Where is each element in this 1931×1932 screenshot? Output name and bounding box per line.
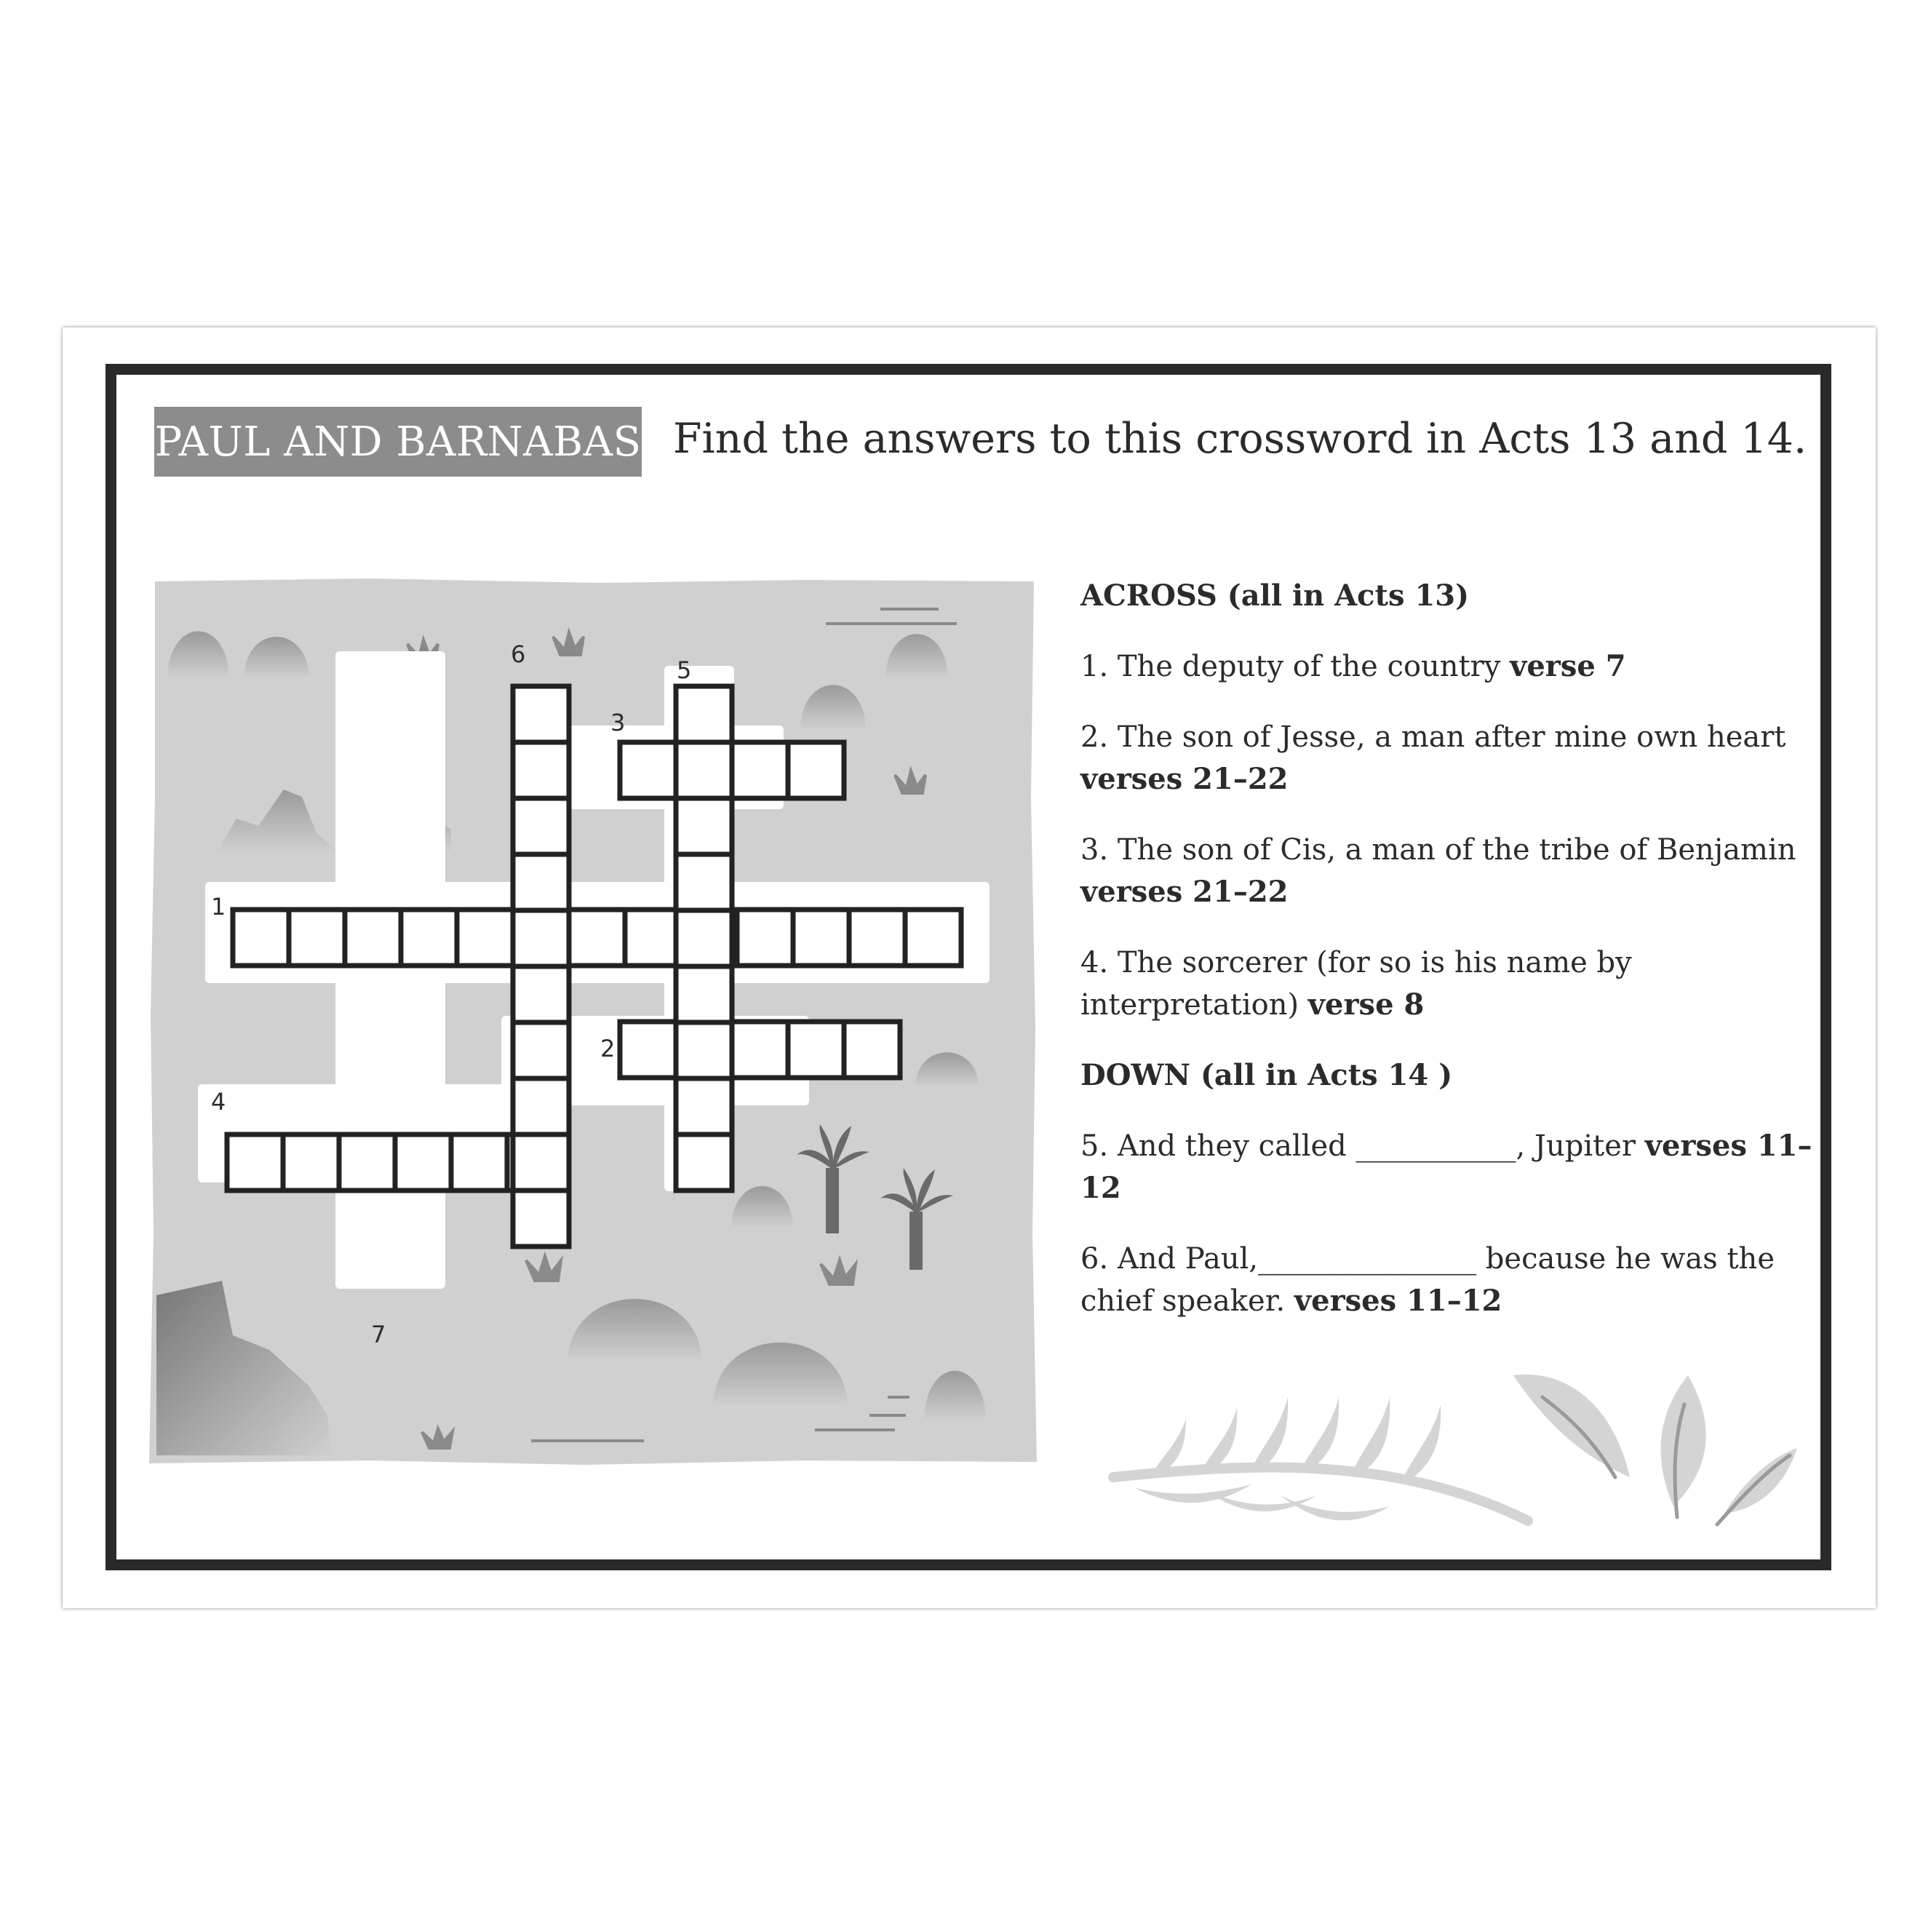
crossword-cell[interactable] xyxy=(510,1076,572,1137)
crossword-cell[interactable] xyxy=(617,1019,679,1081)
leaf-decoration xyxy=(1106,1368,1804,1543)
crossword-cell[interactable] xyxy=(510,907,572,969)
crossword-cell[interactable] xyxy=(454,907,516,969)
hills-decoration xyxy=(167,631,986,1423)
across-clue-2: 2. The son of Jesse, a man after mine ow… xyxy=(1080,716,1815,800)
clue-numbers: 1 2 3 4 5 6 7 xyxy=(211,640,691,1348)
clue-ref: verse 7 xyxy=(1510,649,1626,683)
clue-number-1: 1 xyxy=(211,893,226,921)
crossword-cell[interactable] xyxy=(224,1132,286,1193)
crossword-cell[interactable] xyxy=(510,739,572,801)
clue-text: 5. And they called ___________, Jupiter xyxy=(1080,1129,1645,1163)
crossword-cell[interactable] xyxy=(336,1132,398,1193)
crossword-cell[interactable] xyxy=(342,907,404,969)
across-heading: ACROSS (all in Acts 13) xyxy=(1080,579,1470,613)
rock-decoration xyxy=(156,1281,331,1455)
crossword-cell[interactable] xyxy=(673,963,735,1025)
clue-number-7: 7 xyxy=(371,1321,386,1348)
crossword-cell[interactable] xyxy=(286,907,348,969)
crossword-cell[interactable] xyxy=(510,1188,572,1249)
crossword-cell[interactable] xyxy=(510,851,572,913)
clue-number-5: 5 xyxy=(677,656,691,684)
crossword-cell[interactable] xyxy=(734,907,796,969)
across-clue-3: 3. The son of Cis, a man of the tribe of… xyxy=(1080,829,1815,913)
clues-panel: ACROSS (all in Acts 13) 1. The deputy of… xyxy=(1080,575,1815,1351)
crossword-scene: 1 2 3 4 5 6 7 xyxy=(149,579,1037,1465)
crossword-cell[interactable] xyxy=(398,907,460,969)
crossword-cell[interactable] xyxy=(673,1076,735,1137)
crossword-cell[interactable] xyxy=(510,795,572,857)
crossword-cell[interactable] xyxy=(673,683,735,745)
clue-ref: verse 8 xyxy=(1307,987,1425,1022)
clue-number-6: 6 xyxy=(511,640,525,668)
crossword-grid xyxy=(224,683,964,1249)
crossword-cell[interactable] xyxy=(673,1019,735,1081)
crossword-cell[interactable] xyxy=(673,1132,735,1193)
crossword-cell[interactable] xyxy=(280,1132,342,1193)
tree-decoration xyxy=(797,1124,953,1270)
down-heading: DOWN (all in Acts 14 ) xyxy=(1080,1058,1453,1092)
crossword-cell[interactable] xyxy=(841,1019,903,1081)
across-clue-4: 4. The sorcerer (for so is his name by i… xyxy=(1080,942,1815,1026)
crossword-cell[interactable] xyxy=(846,907,908,969)
crossword-cell[interactable] xyxy=(673,739,735,801)
crossword-cell[interactable] xyxy=(510,1019,572,1081)
clue-text: 2. The son of Jesse, a man after mine ow… xyxy=(1080,720,1786,754)
clue-ref: verses 11–12 xyxy=(1294,1284,1502,1318)
down-clue-5: 5. And they called ___________, Jupiter … xyxy=(1080,1125,1815,1209)
clue-text: 4. The sorcerer (for so is his name by i… xyxy=(1080,946,1632,1022)
instructions: Find the answers to this crossword in Ac… xyxy=(673,415,1807,463)
crossword-cell[interactable] xyxy=(622,907,684,969)
line-decoration xyxy=(531,608,957,1442)
clue-text: 1. The deputy of the country xyxy=(1080,650,1510,683)
crossword-cell[interactable] xyxy=(392,1132,454,1193)
clue-number-2: 2 xyxy=(600,1035,615,1062)
title-badge: PAUL AND BARNABAS xyxy=(154,407,642,477)
clue-number-3: 3 xyxy=(610,709,625,736)
page-title: PAUL AND BARNABAS xyxy=(154,418,642,466)
clue-ref: verses 11–12 xyxy=(1080,1129,1812,1205)
clue-text: 6. And Paul,_______________ because he w… xyxy=(1080,1242,1775,1318)
clue-text: 3. The son of Cis, a man of the tribe of… xyxy=(1080,833,1796,867)
crossword-cell[interactable] xyxy=(617,739,679,801)
crossword-cell[interactable] xyxy=(230,907,292,969)
crossword-cell[interactable] xyxy=(673,851,735,913)
crossword-cell[interactable] xyxy=(448,1132,510,1193)
down-clue-6: 6. And Paul,_______________ because he w… xyxy=(1080,1238,1815,1322)
crossword-cell[interactable] xyxy=(510,963,572,1025)
clue-ref: verses 21–22 xyxy=(1080,762,1289,796)
across-clue-1: 1. The deputy of the country verse 7 xyxy=(1080,645,1815,688)
crossword-cell[interactable] xyxy=(566,907,628,969)
crossword-cell[interactable] xyxy=(673,795,735,857)
crossword-cell[interactable] xyxy=(510,683,572,745)
crossword-cell[interactable] xyxy=(785,739,847,801)
crossword-cell[interactable] xyxy=(729,1019,791,1081)
crossword-cell[interactable] xyxy=(729,739,791,801)
clue-ref: verses 21–22 xyxy=(1080,875,1289,909)
crossword-cell[interactable] xyxy=(510,1132,572,1193)
worksheet-border xyxy=(105,364,1831,1570)
crossword-cell[interactable] xyxy=(790,907,852,969)
crossword-cell[interactable] xyxy=(785,1019,847,1081)
crossword-cell[interactable] xyxy=(673,907,735,969)
crossword-cell[interactable] xyxy=(902,907,964,969)
clue-number-4: 4 xyxy=(211,1088,226,1116)
